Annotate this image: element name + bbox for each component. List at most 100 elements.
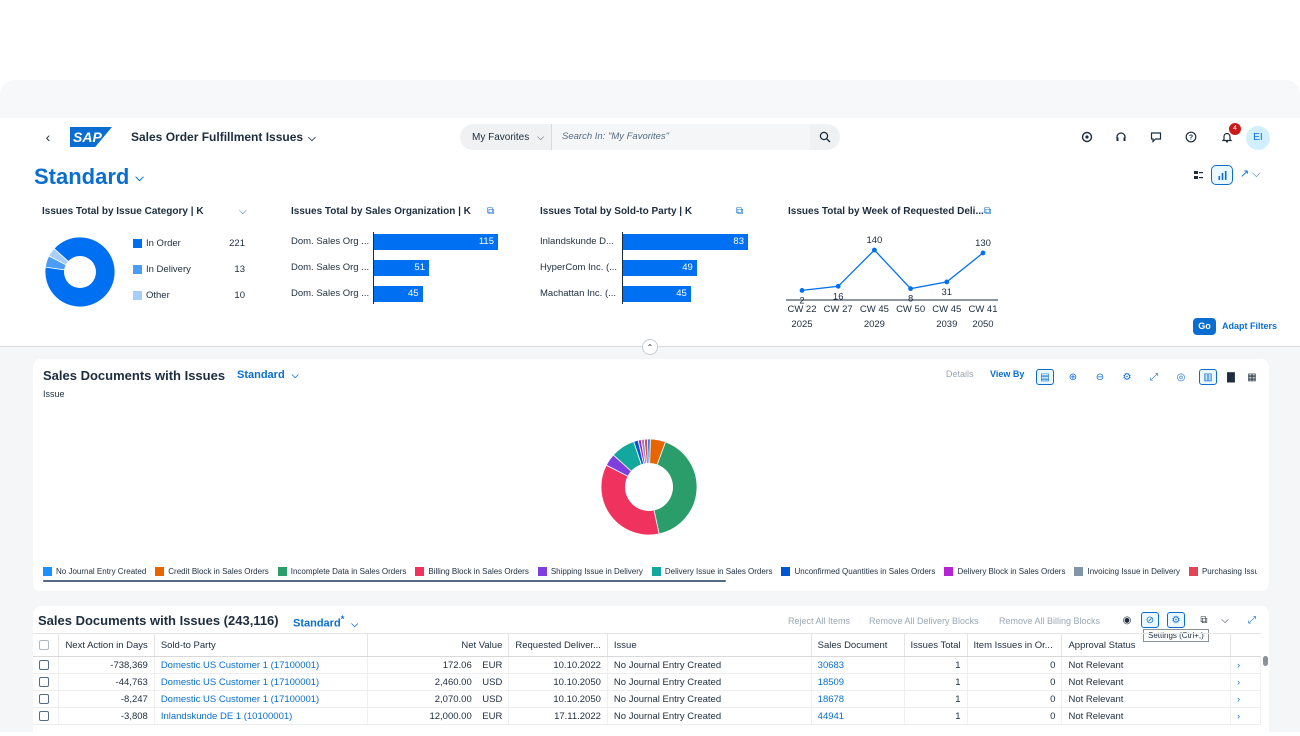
legend-item[interactable]: Shipping Issue in Delivery (537, 567, 643, 576)
table-row[interactable]: -738,369 Domestic US Customer 1 (17100001… (33, 656, 1261, 674)
search-scope-select[interactable]: My Favorites ⌵ (460, 124, 552, 150)
back-icon[interactable]: ‹ (45, 129, 51, 145)
settings-icon[interactable]: ⚙ (1167, 612, 1185, 628)
table-scrollbar[interactable] (1263, 656, 1268, 666)
legend-scrollbar[interactable] (43, 580, 726, 582)
avatar[interactable]: EI (1246, 126, 1270, 150)
bar[interactable]: 49 (623, 260, 697, 276)
row-nav-cell[interactable]: › (1230, 656, 1261, 674)
chart-view-icon[interactable]: ▥ (1199, 369, 1217, 385)
chevron-right-icon[interactable]: › (1237, 710, 1241, 721)
legend-item[interactable]: Billing Block in Sales Orders (415, 567, 529, 576)
legend-toggle-icon[interactable]: ▤ (1036, 369, 1054, 385)
table-variant-selector[interactable]: Standard* ⌵ (293, 614, 358, 630)
settings-icon[interactable]: ⚙ (1122, 371, 1132, 383)
feedback-icon[interactable] (1147, 128, 1165, 146)
legend-item[interactable]: Unconfirmed Quantities in Sales Orders (781, 567, 935, 576)
chevron-right-icon[interactable]: › (1237, 676, 1241, 687)
chevron-down-icon[interactable]: ⌵ (239, 206, 247, 217)
export-icon[interactable]: ⧉ (1200, 614, 1208, 626)
zoom-out-icon[interactable]: ⊖ (1095, 371, 1105, 383)
row-checkbox[interactable] (39, 676, 49, 687)
legend-item[interactable]: No Journal Entry Created (43, 567, 146, 576)
sales-document-link[interactable]: 30683 (811, 656, 905, 674)
chart-type-icon[interactable]: ▇ (1227, 371, 1235, 383)
fullscreen-icon[interactable]: ⤢ (1150, 371, 1158, 383)
adapt-filters-button[interactable]: Adapt Filters (1222, 321, 1278, 331)
data-point[interactable] (908, 286, 913, 292)
view-by-button[interactable]: View By (990, 369, 1025, 379)
row-checkbox[interactable] (39, 710, 49, 721)
data-point[interactable] (835, 283, 841, 289)
chart-variant-selector[interactable]: Standard ⌵ (237, 369, 299, 381)
chevron-right-icon[interactable]: › (1237, 659, 1241, 670)
variant-selector[interactable]: Standard ⌵ (34, 164, 144, 190)
share-icon[interactable]: ↗ ⌵ (1240, 168, 1261, 180)
reject-all-button[interactable]: Reject All Items (788, 616, 851, 626)
personalize-icon[interactable]: ◎ (1176, 371, 1186, 383)
select-all-header[interactable] (33, 633, 60, 657)
table-row[interactable]: -8,247 Domestic US Customer 1 (17100001) 2… (33, 690, 1261, 708)
filter-bar-view-icon[interactable] (1187, 165, 1209, 185)
row-select-cell[interactable] (33, 690, 60, 708)
sold-to-party-link[interactable]: Domestic US Customer 1 (17100001) (154, 673, 369, 691)
help-icon[interactable]: ? (1182, 128, 1200, 146)
category-donut[interactable] (44, 236, 116, 308)
fullscreen-icon[interactable]: ⤢ (1248, 614, 1256, 626)
search-input[interactable]: Search In: "My Favorites" (552, 124, 810, 150)
collapse-header-icon[interactable]: ⌃ (642, 339, 658, 355)
row-select-cell[interactable] (33, 707, 60, 725)
bar[interactable]: 51 (374, 260, 429, 276)
remove-billing-blocks-button[interactable]: Remove All Billing Blocks (999, 616, 1101, 626)
data-point[interactable] (799, 288, 805, 293)
table-row[interactable]: -3,808 Inlandskunde DE 1 (10100001) 12,000… (33, 707, 1261, 725)
sales-document-link[interactable]: 44941 (811, 707, 905, 725)
column-header[interactable]: Next Action in Days (58, 633, 155, 657)
sold-to-party-link[interactable]: Domestic US Customer 1 (17100001) (154, 690, 369, 708)
column-header[interactable]: Issue (607, 633, 812, 657)
show-icon[interactable]: ◉ (1122, 614, 1132, 626)
sales-document-link[interactable]: 18678 (811, 690, 905, 708)
week-line-chart[interactable]: 2CW 22 2025 16 CW 27 140 CW 45 2029 8CW 50 31 CW … (782, 230, 1012, 330)
sold-to-party-link[interactable]: Domestic US Customer 1 (17100001) (154, 656, 369, 674)
sold-to-party-link[interactable]: Inlandskunde DE 1 (10100001) (154, 707, 369, 725)
legend-item[interactable]: Delivery Issue in Sales Orders (651, 567, 772, 576)
select-all-checkbox[interactable] (39, 639, 49, 650)
column-header[interactable]: Net Value (367, 633, 510, 657)
bar[interactable]: 45 (623, 286, 691, 302)
data-point[interactable] (980, 250, 986, 256)
zoom-in-icon[interactable]: ⊕ (1068, 371, 1078, 383)
go-button[interactable]: Go (1193, 318, 1216, 335)
row-checkbox[interactable] (39, 693, 49, 704)
value-help-icon[interactable]: ⧉ (736, 206, 744, 217)
legend-in-delivery[interactable]: In Delivery (133, 264, 191, 275)
chevron-down-icon[interactable]: ⌵ (1221, 614, 1229, 626)
row-nav-cell[interactable]: › (1230, 673, 1261, 691)
bar[interactable]: 115 (374, 234, 498, 250)
sales-document-link[interactable]: 18509 (811, 673, 905, 691)
column-header[interactable]: Sales Document (811, 633, 905, 657)
issues-donut-chart[interactable] (599, 437, 699, 537)
app-title-menu[interactable]: Sales Order Fulfillment Issues ⌵ (131, 130, 316, 144)
table-row[interactable]: -44,763 Domestic US Customer 1 (17100001)… (33, 673, 1261, 691)
data-point[interactable] (944, 279, 950, 285)
row-nav-cell[interactable]: › (1230, 690, 1261, 708)
legend-item[interactable]: Incomplete Data in Sales Orders (277, 567, 406, 576)
legend-other[interactable]: Other (133, 290, 170, 301)
column-header[interactable]: Approval Status (1061, 633, 1232, 657)
donut-slice[interactable] (44, 236, 116, 308)
joule-icon[interactable] (1078, 128, 1096, 146)
details-button[interactable]: Details (946, 369, 974, 379)
bar[interactable]: 83 (623, 234, 748, 250)
search-icon[interactable] (810, 131, 840, 143)
bar[interactable]: 45 (374, 286, 423, 302)
value-help-icon[interactable]: ⧉ (984, 206, 992, 217)
visual-filter-view-icon[interactable] (1211, 165, 1233, 185)
legend-item[interactable]: Purchasing Issu (1188, 567, 1257, 576)
bell-icon[interactable] (1218, 128, 1236, 146)
legend-item[interactable]: Invoicing Issue in Delivery (1074, 567, 1180, 576)
legend-item[interactable]: Delivery Block in Sales Orders (944, 567, 1065, 576)
column-header[interactable]: Item Issues in Or... (967, 633, 1063, 657)
table-view-icon[interactable]: ▦ (1247, 371, 1257, 383)
chevron-right-icon[interactable]: › (1237, 693, 1241, 704)
